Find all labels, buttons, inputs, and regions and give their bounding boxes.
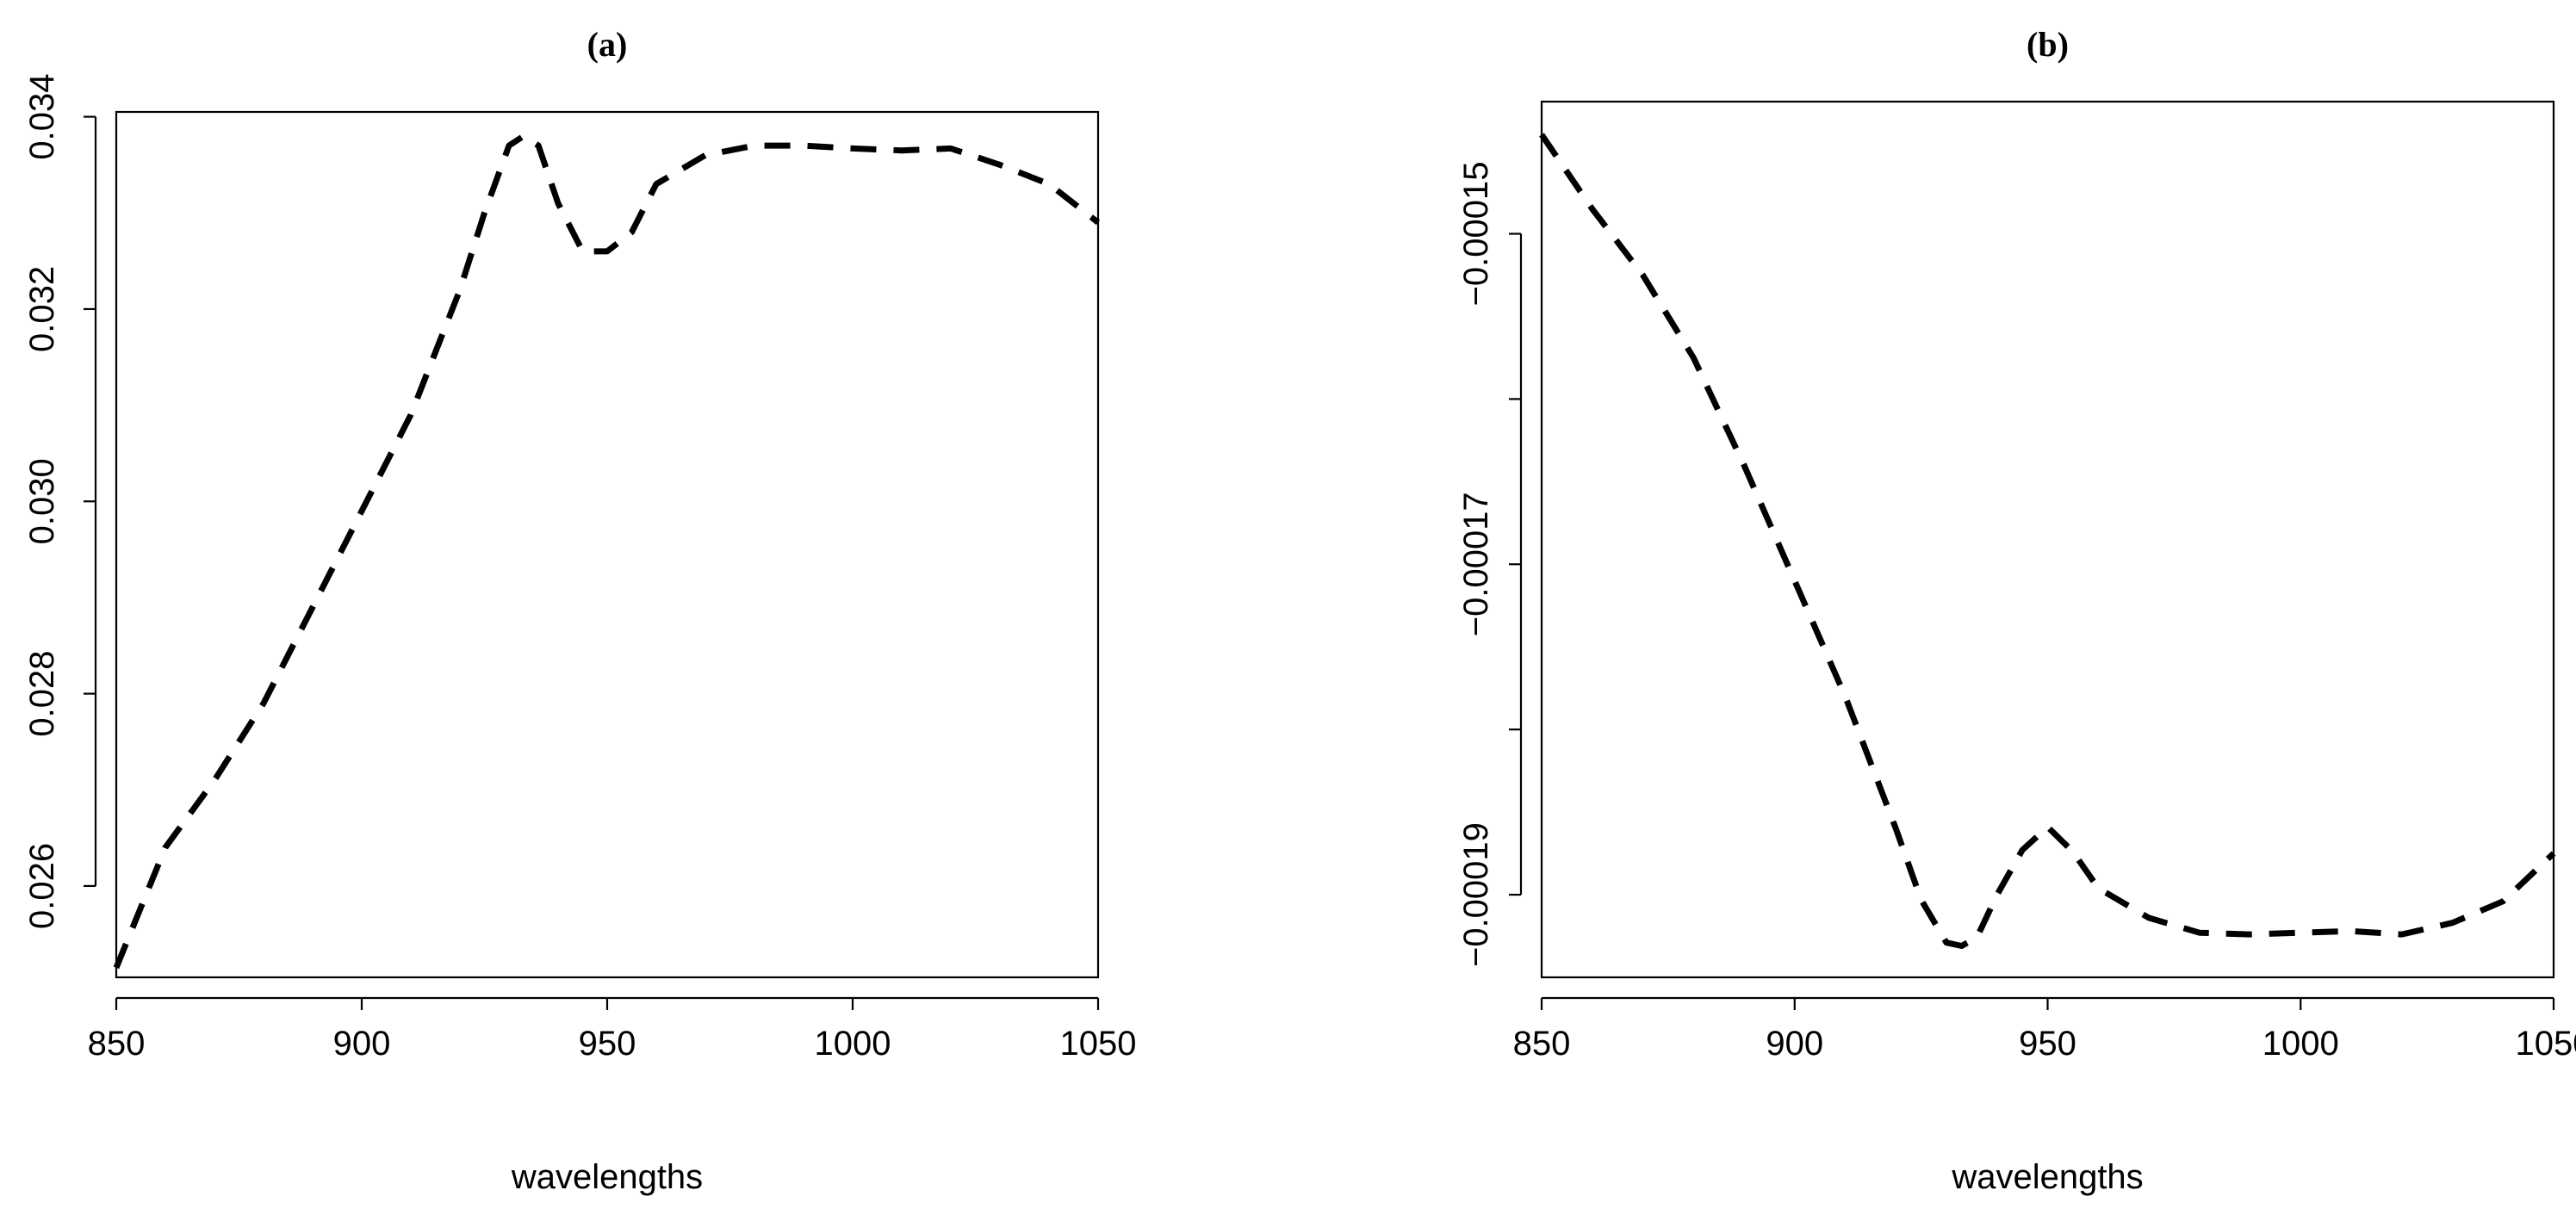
- series-0: [113, 133, 1101, 970]
- data-point: [1920, 898, 1923, 902]
- x-axis-label: wavelengths: [1951, 1158, 2143, 1196]
- data-point: [1996, 893, 1999, 896]
- x-tick-label-950: 950: [2019, 1025, 2076, 1063]
- series-0: [1539, 133, 2556, 949]
- x-axis-label: wavelengths: [511, 1158, 703, 1196]
- data-point: [2096, 886, 2100, 890]
- y-tick-label-0-00017: −0.00017: [1457, 492, 1495, 636]
- data-point: [213, 778, 216, 782]
- x-tick-label-1050: 1050: [2516, 1025, 2576, 1063]
- plot-frame: [1540, 100, 2555, 979]
- y-tick-label-0-026: 0.026: [23, 843, 61, 929]
- x-tick-label-900: 900: [1766, 1025, 1823, 1063]
- series-line: [113, 133, 1101, 970]
- x-tick-label-1050: 1050: [1060, 1025, 1137, 1063]
- data-point: [1793, 579, 1797, 582]
- data-point: [1975, 936, 1978, 939]
- data-point: [581, 250, 585, 253]
- x-tick-label-850: 850: [88, 1025, 146, 1063]
- y-tick-label-0-028: 0.028: [23, 651, 61, 737]
- x-tick-label-950: 950: [579, 1025, 636, 1063]
- y-tick-label-0-032: 0.032: [23, 266, 61, 352]
- panel-title: (b): [2027, 25, 2069, 64]
- y-axis: −0.00015 −0.00017 −0.00019: [1457, 162, 1523, 967]
- y-tick-label-0-034: 0.034: [23, 74, 61, 160]
- x-tick-label-1000: 1000: [2263, 1025, 2339, 1063]
- chart-panel-b: (b)85090095010001050wavelengths−0.00015−…: [1457, 25, 2576, 1196]
- x-tick-label-1000: 1000: [815, 1025, 891, 1063]
- x-axis: 850 900 950 1000 1050: [1513, 996, 2576, 1063]
- y-tick-label-0-03: 0.030: [23, 458, 61, 544]
- series-line: [1539, 133, 2556, 949]
- plot-frame: [115, 110, 1100, 979]
- data-point: [802, 144, 805, 147]
- x-axis: 850 900 950 1000 1050: [88, 996, 1137, 1063]
- y-tick-label-0-00015: −0.00015: [1457, 162, 1495, 307]
- data-point: [458, 288, 462, 292]
- data-point: [2299, 931, 2302, 934]
- panel-title: (a): [587, 25, 628, 64]
- data-point: [2071, 850, 2075, 853]
- y-axis: 0.026 0.028 0.030 0.032 0.034: [23, 74, 97, 929]
- chart-panel-a: (a)850 900 950 1000 1050wavelengths0.0260.02…: [23, 25, 1136, 1196]
- data-point: [522, 134, 525, 138]
- data-point: [2046, 825, 2050, 828]
- data-point: [1844, 695, 1847, 698]
- x-tick-label-900: 900: [333, 1025, 391, 1063]
- data-point: [2349, 929, 2353, 933]
- data-point: [1047, 183, 1051, 186]
- data-point: [753, 144, 756, 147]
- x-tick-label-850: 850: [1513, 1025, 1571, 1063]
- y-tick-label-0-00019: −0.00019: [1457, 822, 1495, 967]
